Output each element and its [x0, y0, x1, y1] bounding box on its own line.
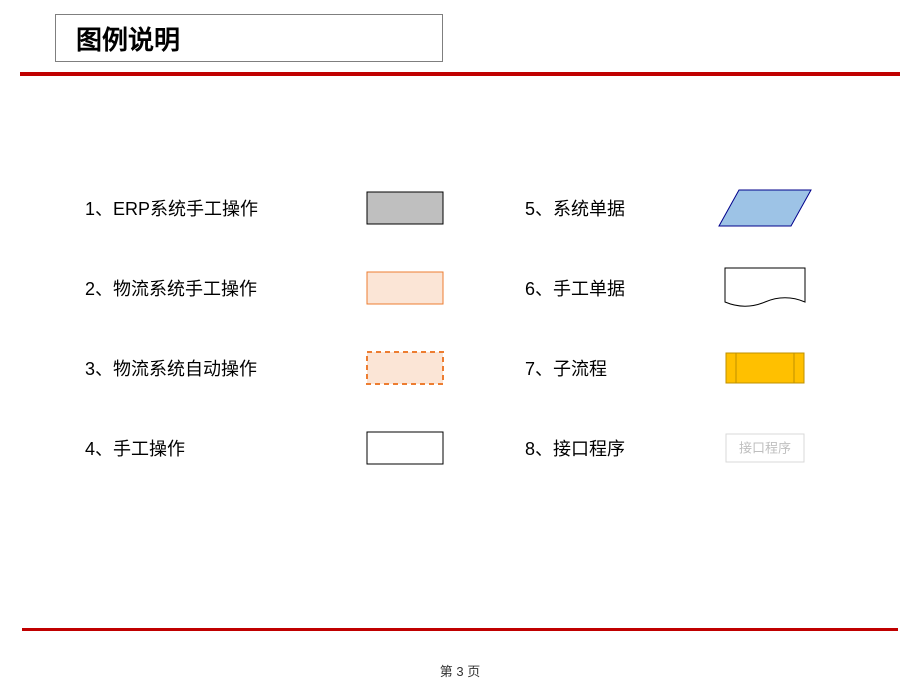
svg-text:接口程序: 接口程序 [739, 441, 791, 456]
legend-shape [355, 352, 455, 384]
legend-label: 5、系统单据 [525, 195, 715, 221]
legend-label: 2、物流系统手工操作 [85, 275, 355, 301]
legend-shape [715, 353, 815, 383]
legend-row: 4、手工操作 8、接口程序 接口程序 [85, 430, 865, 466]
legend-row: 1、ERP系统手工操作 5、系统单据 [85, 190, 865, 226]
title-box: 图例说明 [55, 14, 443, 62]
legend-shape [715, 190, 815, 226]
legend-row: 2、物流系统手工操作 6、手工单据 [85, 270, 865, 306]
legend-shape [715, 268, 815, 308]
page-title: 图例说明 [76, 20, 180, 57]
legend-label: 8、接口程序 [525, 435, 715, 461]
legend-shape [355, 192, 455, 224]
legend-label: 3、物流系统自动操作 [85, 355, 355, 381]
top-divider [20, 72, 900, 76]
legend-shape [355, 272, 455, 304]
legend-shape: 接口程序 [715, 434, 815, 462]
legend-area: 1、ERP系统手工操作 5、系统单据 2、物流系统手工操作 6、手工单据 3、物… [85, 190, 865, 510]
legend-label: 6、手工单据 [525, 275, 715, 301]
legend-label: 7、子流程 [525, 355, 715, 381]
legend-label: 4、手工操作 [85, 435, 355, 461]
page-number: 第 3 页 [0, 661, 920, 680]
legend-row: 3、物流系统自动操作 7、子流程 [85, 350, 865, 386]
legend-shape [355, 432, 455, 464]
legend-label: 1、ERP系统手工操作 [85, 195, 355, 221]
bottom-divider [22, 628, 898, 631]
